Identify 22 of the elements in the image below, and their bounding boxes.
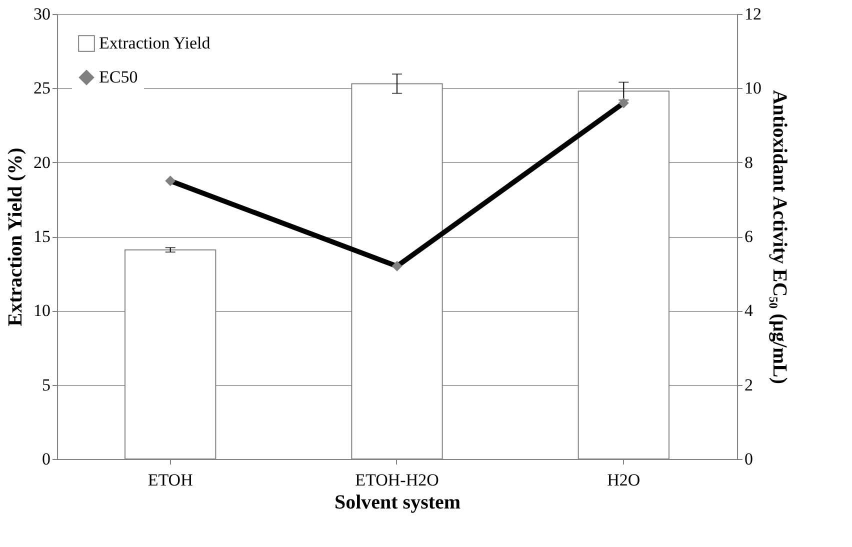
y-tick-label: 25 — [34, 78, 50, 98]
y2-tick-label: 12 — [744, 4, 762, 24]
y-tick-label: 30 — [34, 4, 50, 24]
y2-tick-label: 8 — [744, 152, 753, 172]
y2-tick-label: 6 — [744, 227, 753, 246]
y-tick-label: 0 — [42, 450, 50, 468]
y2-tick-label: 2 — [744, 375, 753, 394]
legend-label: Extraction Yield — [99, 34, 211, 52]
x-tick-label: ETOH — [148, 470, 193, 490]
x-tick-label: ETOH-H2O — [355, 470, 439, 490]
y-tick-label: 5 — [42, 375, 50, 394]
y-tick-label: 15 — [34, 227, 50, 246]
x-tick-label: H2O — [607, 470, 640, 490]
y-axis-title: Extraction Yield (%) — [4, 148, 26, 326]
x-axis-title: Solvent system — [334, 492, 461, 514]
y2-tick-label: 4 — [744, 301, 754, 320]
legend-label: EC50 — [99, 68, 138, 86]
y-tick-label: 10 — [34, 301, 50, 320]
y2-tick-label: 10 — [744, 78, 762, 98]
y-tick-label: 20 — [34, 152, 50, 172]
y2-axis-title: Antioxidant Activity EC₅₀ (µg/mL) — [768, 90, 790, 384]
y2-tick-label: 0 — [744, 450, 753, 468]
